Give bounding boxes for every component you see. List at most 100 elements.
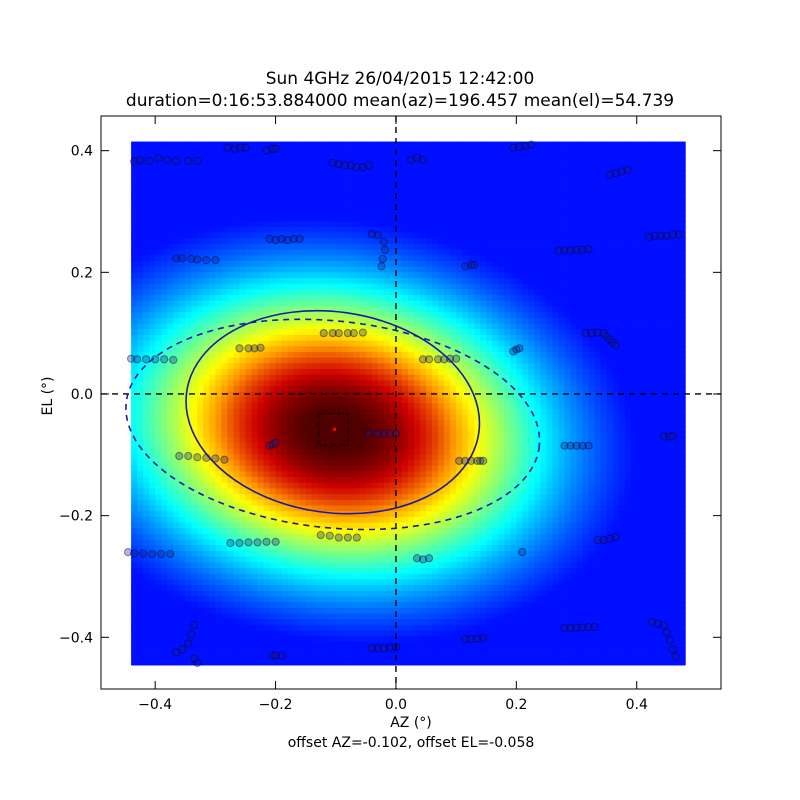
- heatmap-cell: [311, 596, 319, 603]
- heatmap-cell: [155, 260, 162, 268]
- heatmap-cell: [299, 522, 307, 530]
- heatmap-cell: [161, 386, 169, 393]
- heatmap-cell: [299, 232, 307, 240]
- heatmap-cell: [203, 442, 211, 450]
- heatmap-cell: [215, 243, 223, 251]
- heatmap-cell: [377, 158, 385, 166]
- heatmap-cell: [389, 243, 397, 251]
- heatmap-cell: [233, 397, 241, 404]
- heatmap-cell: [161, 505, 169, 512]
- heatmap-cell: [197, 374, 205, 382]
- heatmap-cell: [263, 653, 271, 660]
- heatmap-cell: [389, 596, 397, 603]
- heatmap-cell: [323, 215, 331, 222]
- heatmap-cell: [251, 306, 259, 313]
- heatmap-cell: [359, 556, 367, 564]
- heatmap-cell: [347, 488, 355, 495]
- heatmap-cell: [317, 425, 325, 433]
- heatmap-cell: [323, 187, 331, 194]
- heatmap-cell: [377, 471, 385, 478]
- heatmap-cell: [275, 556, 283, 564]
- heatmap-cell: [432, 204, 439, 211]
- heatmap-cell: [365, 283, 373, 291]
- heatmap-cell: [197, 658, 205, 666]
- heatmap-cell: [347, 607, 355, 615]
- heatmap-cell: [341, 289, 349, 296]
- heatmap-cell: [299, 596, 307, 603]
- heatmap-cell: [395, 334, 403, 342]
- heatmap-cell: [335, 175, 343, 183]
- heatmap-cell: [347, 255, 355, 262]
- heatmap-cell: [131, 363, 138, 370]
- heatmap-cell: [239, 255, 247, 262]
- heatmap-cell: [353, 278, 361, 285]
- heatmap-cell: [281, 238, 289, 245]
- heatmap-cell: [432, 289, 439, 296]
- heatmap-cell: [347, 141, 355, 149]
- heatmap-cell: [407, 147, 415, 154]
- heatmap-cell: [269, 397, 277, 404]
- heatmap-cell: [173, 522, 181, 530]
- heatmap-cell: [450, 380, 457, 387]
- heatmap-cell: [317, 585, 325, 592]
- heatmap-cell: [401, 511, 409, 518]
- heatmap-cell: [257, 465, 265, 473]
- heatmap-cell: [257, 368, 265, 376]
- heatmap-cell: [287, 602, 295, 609]
- heatmap-cell: [149, 295, 156, 302]
- heatmap-cell: [371, 334, 379, 342]
- heatmap-cell: [432, 499, 439, 507]
- heatmap-cell: [257, 221, 265, 228]
- heatmap-cell: [414, 528, 421, 535]
- heatmap-cell: [281, 488, 289, 495]
- heatmap-cell: [426, 334, 433, 342]
- heatmap-cell: [281, 386, 289, 393]
- heatmap-cell: [287, 386, 295, 393]
- heatmap-cell: [233, 437, 241, 444]
- heatmap-cell: [335, 226, 343, 234]
- heatmap-cell: [299, 477, 307, 484]
- heatmap-cell: [203, 602, 211, 609]
- heatmap-cell: [353, 437, 361, 444]
- heatmap-cell: [444, 192, 451, 200]
- heatmap-cell: [251, 164, 259, 171]
- heatmap-cell: [371, 374, 379, 382]
- heatmap-cell: [293, 368, 301, 376]
- heatmap-cell: [420, 619, 427, 626]
- heatmap-cell: [287, 471, 295, 478]
- heatmap-cell: [377, 221, 385, 228]
- heatmap-cell: [281, 169, 289, 177]
- heatmap-cell: [161, 442, 169, 450]
- heatmap-cell: [456, 209, 463, 217]
- heatmap-cell: [215, 425, 223, 433]
- heatmap-cell: [275, 312, 283, 319]
- heatmap-cell: [420, 613, 427, 620]
- heatmap-cell: [311, 585, 319, 592]
- heatmap-cell: [293, 374, 301, 382]
- heatmap-cell: [383, 357, 391, 365]
- heatmap-cell: [131, 539, 138, 547]
- heatmap-cell: [173, 545, 181, 552]
- heatmap-cell: [221, 437, 229, 444]
- heatmap-cell: [263, 215, 271, 222]
- heatmap-cell: [281, 204, 289, 211]
- heatmap-cell: [131, 260, 138, 268]
- heatmap-cell: [209, 658, 217, 666]
- heatmap-cell: [269, 602, 277, 609]
- heatmap-cell: [353, 175, 361, 183]
- heatmap-cell: [341, 175, 349, 183]
- heatmap-cell: [239, 516, 247, 524]
- heatmap-cell: [251, 340, 259, 348]
- heatmap-cell: [414, 175, 421, 183]
- heatmap-cell: [257, 477, 265, 484]
- heatmap-cell: [245, 448, 253, 456]
- heatmap-cell: [365, 431, 373, 439]
- heatmap-cell: [245, 181, 253, 188]
- heatmap-cell: [371, 562, 379, 569]
- heatmap-cell: [444, 539, 451, 547]
- heatmap-cell: [401, 585, 409, 592]
- heatmap-cell: [299, 386, 307, 393]
- heatmap-cell: [377, 607, 385, 615]
- heatmap-cell: [450, 232, 457, 240]
- heatmap-cell: [407, 243, 415, 251]
